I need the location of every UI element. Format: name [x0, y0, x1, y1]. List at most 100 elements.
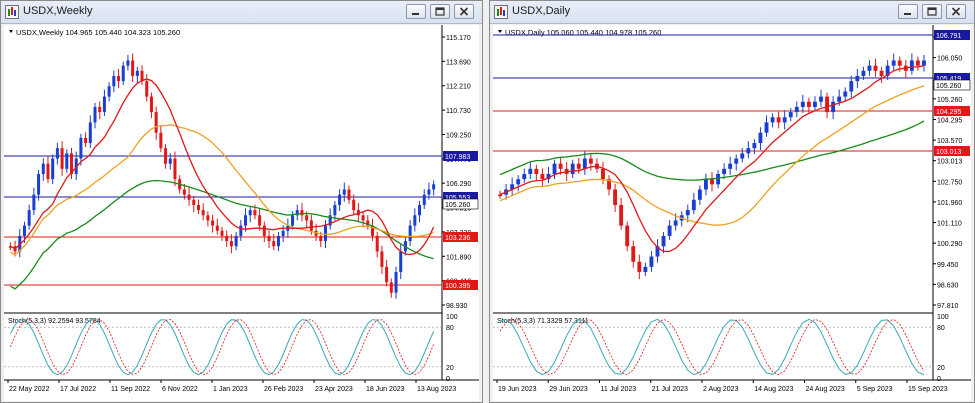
- candle-body: [352, 199, 356, 211]
- candle-body: [319, 235, 323, 242]
- candle-body: [546, 174, 551, 180]
- price-scale-label: 98.930: [446, 303, 468, 310]
- candle-body: [88, 122, 92, 144]
- candle-body: [631, 246, 636, 262]
- stoch-scale-label: 100: [446, 314, 458, 321]
- maximize-button[interactable]: [922, 4, 942, 19]
- price-scale-label: 101.890: [446, 254, 471, 261]
- candle-body: [375, 235, 379, 252]
- close-button[interactable]: [454, 4, 474, 19]
- level-price-tag: 105.419: [934, 73, 970, 83]
- current-price-bg: [933, 79, 971, 91]
- candle-body: [691, 199, 696, 211]
- candle-body: [534, 168, 539, 174]
- candle-body: [51, 158, 55, 180]
- daily-chart-area[interactable]: USDX,Daily 105.060 105.440 104.978 105.2…: [493, 25, 971, 401]
- date-label: 14 Aug 2023: [754, 386, 793, 393]
- candle-body: [637, 261, 642, 273]
- candle-body: [849, 81, 854, 92]
- minimize-button[interactable]: [898, 4, 918, 19]
- candle-body: [607, 179, 611, 190]
- stoch-label: Stoch(5,3,3) 92.2594 93.5784: [8, 318, 101, 325]
- level-price-tag: 104.295: [934, 106, 970, 116]
- candle-body: [84, 137, 88, 144]
- candle-body: [201, 210, 205, 216]
- candle-body: [135, 70, 139, 76]
- candle-body: [661, 235, 666, 247]
- level-tag-label: 103.236: [445, 235, 470, 242]
- candle-body: [788, 112, 793, 118]
- candle-body: [112, 75, 116, 87]
- level-price-tag: 107.983: [443, 151, 478, 161]
- price-scale-label: 105.260: [937, 97, 962, 104]
- weekly-chart-area[interactable]: USDX,Weekly 104.965 105.440 104.323 105.…: [4, 25, 479, 401]
- candle-body: [126, 60, 130, 66]
- date-label: 5 Sep 2023: [857, 386, 893, 393]
- dropdown-triangle-icon: [498, 30, 502, 33]
- daily-chart-canvas[interactable]: USDX,Daily 105.060 105.440 104.978 105.2…: [493, 25, 971, 401]
- stoch-scale-label: 20: [937, 365, 945, 372]
- daily-title-bar[interactable]: USDX,Daily: [490, 1, 974, 24]
- candle-body: [716, 174, 720, 185]
- candle-body: [837, 96, 842, 102]
- candle-body: [427, 189, 431, 195]
- window-title: USDX,Daily: [512, 5, 571, 17]
- candle-body: [366, 220, 370, 226]
- candle-body: [806, 101, 811, 107]
- stoch-scale-label: 0: [446, 376, 450, 383]
- weekly-chart-canvas[interactable]: USDX,Weekly 104.965 105.440 104.323 105.…: [4, 25, 479, 401]
- candle-body: [98, 106, 102, 113]
- level-tag-bg: [934, 73, 970, 83]
- candle-body: [510, 184, 515, 190]
- candle-body: [65, 153, 69, 169]
- level-tag-bg: [443, 192, 478, 202]
- candle-body: [891, 60, 896, 66]
- price-scale-label: 115.170: [446, 35, 471, 42]
- candle-body: [22, 225, 26, 236]
- close-button[interactable]: [946, 4, 966, 19]
- candle-body: [276, 235, 280, 247]
- daily-chart-window[interactable]: USDX,Daily USDX,Daily 105.060 105.440 10…: [489, 0, 975, 403]
- candle-body: [159, 132, 163, 149]
- candle-body: [168, 158, 172, 164]
- date-label: 11 Sep 2022: [111, 386, 150, 393]
- close-icon: [951, 7, 961, 16]
- chart-info-group: USDX,Weekly 104.965 105.440 104.323 105.…: [9, 28, 180, 37]
- candle-body: [516, 179, 521, 185]
- level-tag-bg: [443, 280, 478, 290]
- date-label: 17 Jul 2022: [60, 386, 96, 393]
- weekly-title-bar[interactable]: USDX,Weekly: [1, 1, 482, 24]
- date-label: 13 Aug 2023: [417, 386, 456, 393]
- candle-body: [673, 220, 678, 226]
- weekly-chart-window[interactable]: USDX,Weekly USDX,Weekly 104.965 105.440 …: [0, 0, 483, 403]
- price-scale-label: 102.750: [937, 179, 962, 186]
- dropdown-triangle-icon: [9, 30, 13, 33]
- maximize-icon: [435, 7, 445, 16]
- candle-body: [338, 194, 342, 205]
- candle-body: [782, 117, 787, 123]
- candle-body: [770, 117, 775, 123]
- minimize-button[interactable]: [406, 4, 426, 19]
- candle-body: [728, 163, 733, 169]
- maximize-button[interactable]: [430, 4, 450, 19]
- current-price-tag: 105.260: [933, 79, 971, 91]
- date-label: 26 Feb 2023: [264, 386, 303, 393]
- candle-body: [206, 215, 210, 221]
- candle-body: [897, 60, 902, 66]
- date-label: 21 Jul 2023: [652, 386, 688, 393]
- candle-body: [432, 184, 436, 190]
- level-price-tag: 106.791: [934, 30, 970, 40]
- chart-icon: [5, 5, 19, 19]
- stoch-scale-label: 100: [937, 314, 949, 321]
- candle-body: [879, 70, 884, 76]
- candle-body: [685, 210, 690, 216]
- candle-body: [413, 215, 417, 226]
- candle-body: [371, 225, 375, 236]
- candle-body: [794, 106, 799, 113]
- level-price-tag: 103.236: [443, 232, 478, 242]
- candle-body: [619, 204, 624, 226]
- ma-mid-line: [499, 85, 925, 226]
- candle-body: [752, 143, 757, 149]
- price-scale-label: 110.730: [446, 108, 471, 115]
- candle-body: [734, 158, 739, 164]
